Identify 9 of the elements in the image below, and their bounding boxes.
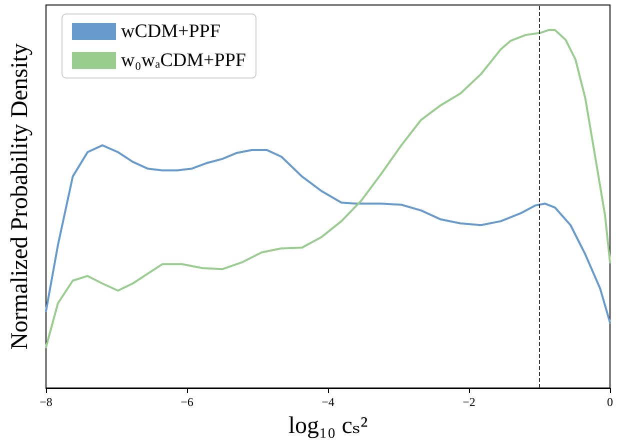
legend-label: w₀wₐCDM+PPF [121,50,246,71]
x-tick-label: −6 [180,395,194,409]
x-tick-label: −2 [462,395,476,409]
x-tick-label: −8 [40,395,52,409]
y-axis-title: Normalized Probability Density [7,43,33,350]
x-tick-label: −4 [322,395,334,409]
x-axis-title: log₁₀ cₛ² [288,413,368,439]
x-tick-label: 0 [607,395,613,409]
legend-label: wCDM+PPF [121,21,220,42]
